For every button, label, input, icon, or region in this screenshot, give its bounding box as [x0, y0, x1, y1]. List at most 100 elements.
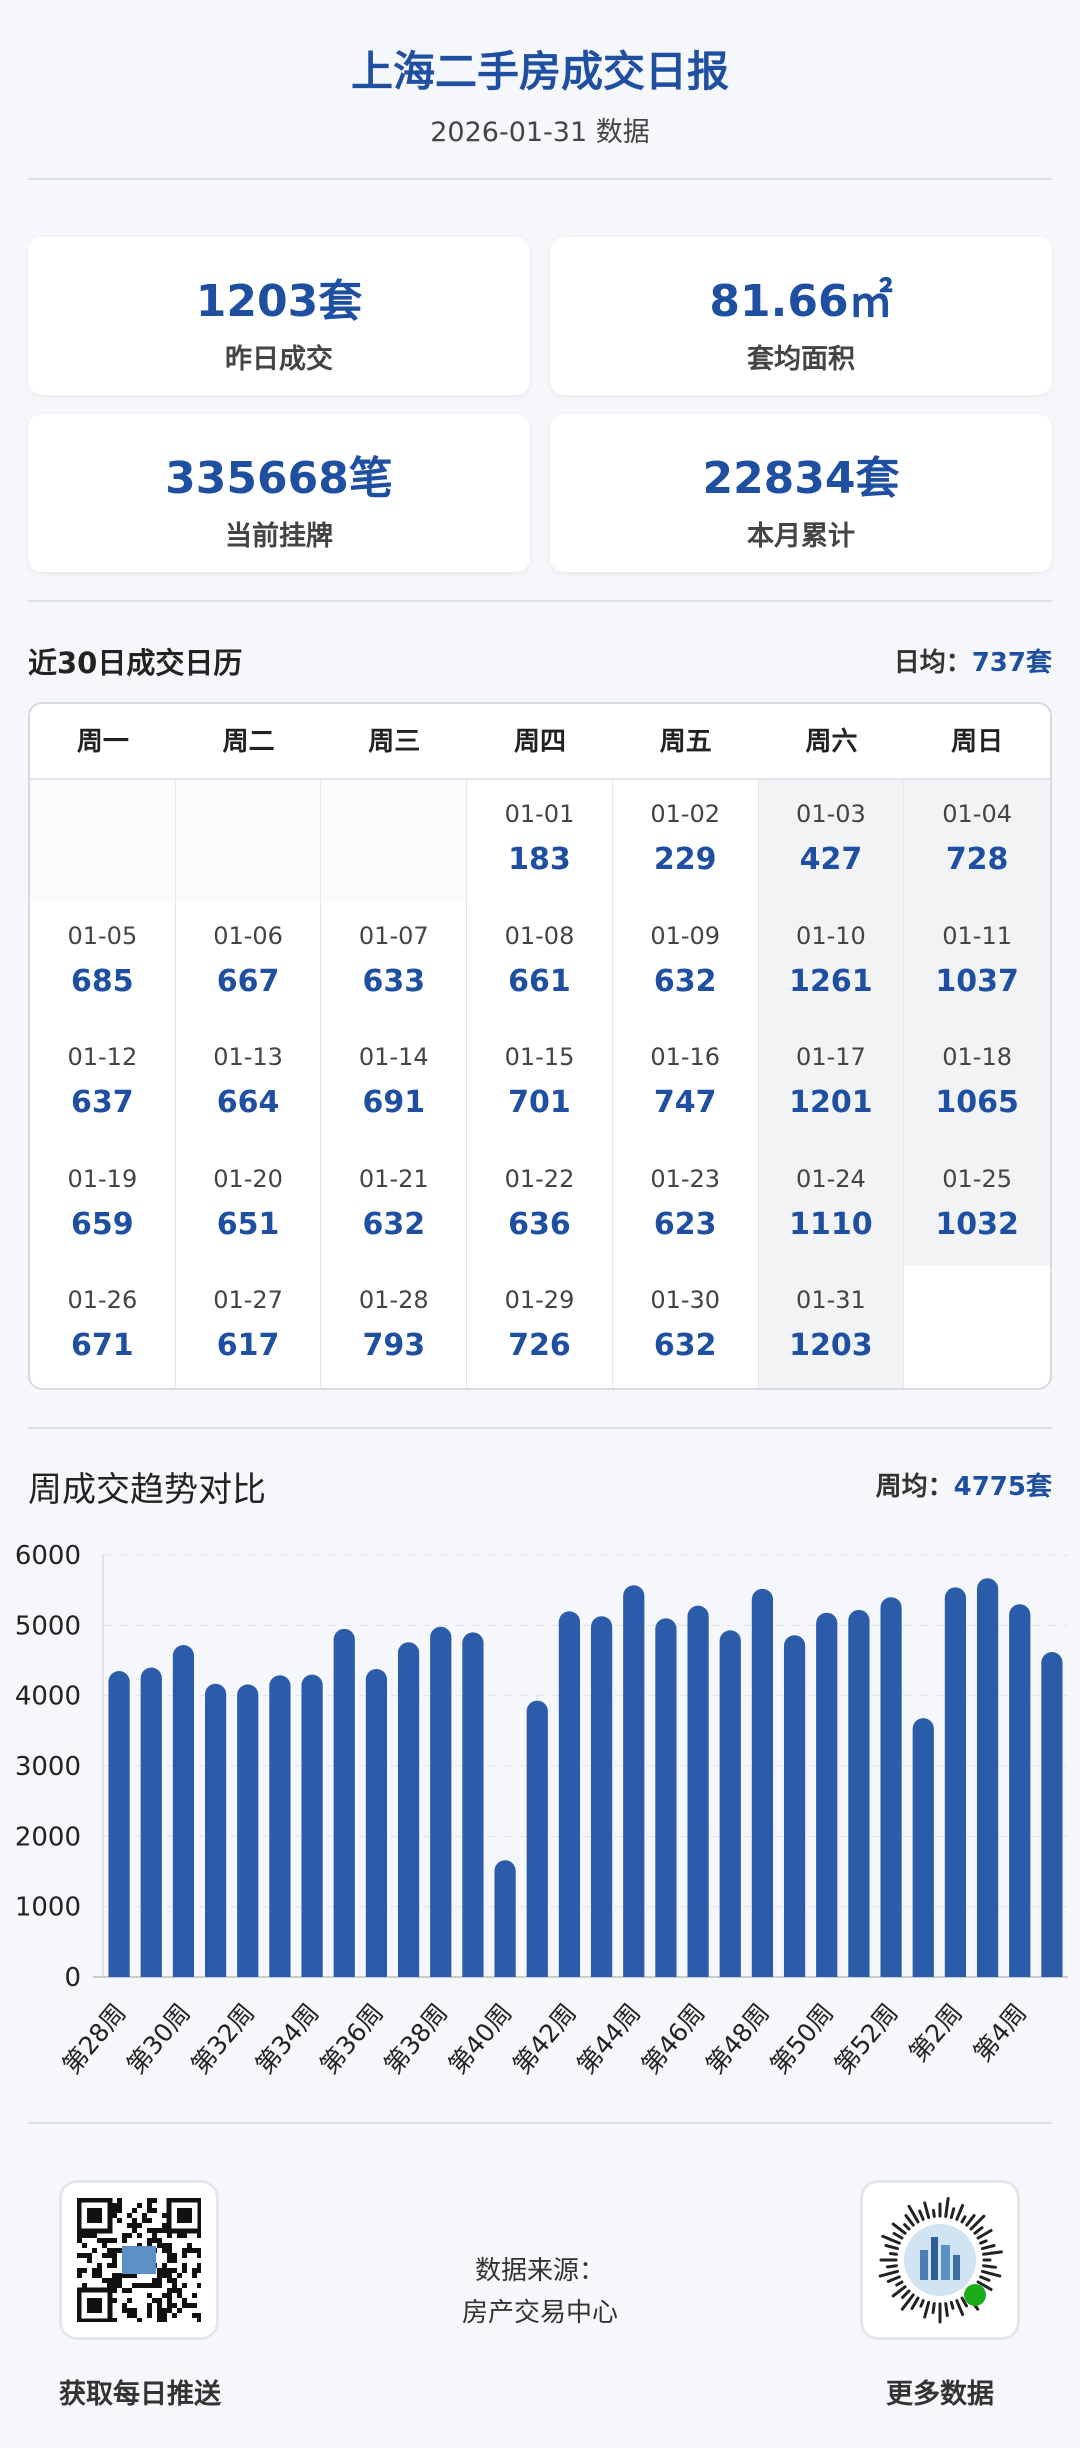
day-date: 01-06: [213, 921, 283, 950]
day-count: 1037: [935, 963, 1019, 999]
calendar-day: 01-08 661: [467, 901, 613, 1023]
weekday-header: 周四: [514, 727, 567, 757]
day-count: 632: [653, 1328, 717, 1363]
bar: [204, 1683, 227, 1977]
calendar-day: 01-17 1201: [758, 1023, 905, 1145]
x-tick-label: 第40周: [443, 1998, 518, 2079]
calendar-day: 01-27 617: [176, 1266, 322, 1388]
day-date: 01-16: [650, 1043, 721, 1071]
calendar-empty-cell: [904, 1266, 1050, 1388]
bar: [944, 1587, 967, 1977]
calendar-empty-cell: [175, 780, 322, 902]
calendar-day: 01-18 1065: [904, 1023, 1050, 1145]
calendar-grid: 01-01 183 01-02 229 01-03 427 01-04 728 01-05 685…: [30, 780, 1050, 1388]
bar: [172, 1645, 195, 1977]
weekday-header: 周一: [76, 727, 129, 757]
qr-code-push[interactable]: [59, 2180, 219, 2340]
calendar-empty-cell: [30, 780, 176, 902]
bar: [751, 1588, 774, 1977]
calendar-day: 01-11 1037: [904, 901, 1050, 1023]
bar: [719, 1630, 741, 1977]
calendar-day: 01-06 667: [176, 901, 322, 1023]
day-count: 229: [653, 842, 717, 877]
day-date: 01-22: [504, 1164, 575, 1193]
calendar-day: 01-02 229: [613, 780, 759, 902]
day-count: 659: [71, 1206, 134, 1242]
x-tick-label: 第38周: [379, 1998, 454, 2079]
calendar-day: 01-30 632: [613, 1266, 759, 1388]
day-count: 1203: [789, 1328, 873, 1363]
stat-value: 335668笔: [165, 453, 393, 504]
day-date: 01-31: [796, 1286, 866, 1314]
divider: [28, 2122, 1052, 2124]
source-value: 房产交易中心: [461, 2298, 618, 2328]
avg-label: 日均：: [893, 648, 972, 678]
x-tick-label: 第52周: [829, 1998, 904, 2079]
day-date: 01-30: [650, 1286, 721, 1314]
bar: [140, 1667, 162, 1977]
day-count: 685: [71, 963, 134, 999]
weekly-average: 周均：4775套: [876, 1466, 1052, 1503]
y-tick-label: 6000: [15, 1541, 81, 1571]
day-count: 1065: [935, 1085, 1019, 1120]
day-count: 1032: [935, 1206, 1019, 1242]
calendar-day: 01-28 793: [321, 1266, 468, 1388]
day-date: 01-09: [650, 921, 721, 950]
bar: [526, 1700, 548, 1977]
calendar-day: 01-13 664: [176, 1023, 322, 1145]
day-date: 01-18: [942, 1043, 1012, 1071]
bar: [301, 1674, 323, 1977]
x-tick-label: 第50周: [765, 1998, 840, 2079]
day-date: 01-14: [358, 1043, 429, 1071]
day-date: 01-03: [796, 800, 866, 828]
calendar-day: 01-15 701: [467, 1023, 613, 1145]
day-date: 01-20: [213, 1164, 283, 1193]
mini-program-code[interactable]: [860, 2180, 1020, 2340]
day-count: 1261: [789, 963, 873, 999]
weekday-header: 周六: [805, 727, 858, 757]
day-count: 636: [508, 1206, 571, 1242]
day-count: 726: [508, 1328, 571, 1363]
bar: [880, 1597, 902, 1977]
stat-label: 套均面积: [747, 344, 855, 375]
day-count: 1110: [789, 1206, 873, 1242]
bar: [1041, 1652, 1063, 1977]
bar: [494, 1860, 516, 1977]
calendar-day: 01-21 632: [321, 1144, 468, 1266]
day-date: 01-04: [942, 800, 1012, 828]
day-count: 623: [653, 1206, 717, 1242]
day-date: 01-11: [942, 921, 1012, 950]
calendar-day: 01-20 651: [176, 1144, 322, 1266]
calendar-day: 01-22 636: [467, 1144, 613, 1266]
avg-value: 4775套: [953, 1472, 1052, 1502]
x-tick-label: 第4周: [968, 1998, 1033, 2067]
y-tick-label: 3000: [15, 1752, 81, 1782]
stat-card-listings: 335668笔当前挂牌: [28, 414, 530, 572]
calendar-day: 01-16 747: [613, 1023, 759, 1145]
day-date: 01-01: [504, 800, 575, 828]
avg-value: 737套: [971, 648, 1052, 678]
calendar-title: 近30日成交日历: [28, 646, 243, 680]
calendar-day: 01-10 1261: [758, 901, 905, 1023]
calendar-day: 01-03 427: [758, 780, 905, 902]
day-count: 183: [508, 842, 571, 877]
daily-average: 日均：737套: [894, 642, 1052, 679]
bar: [430, 1626, 452, 1977]
y-tick-label: 0: [64, 1963, 81, 1993]
trend-title: 周成交趋势对比: [28, 1470, 266, 1510]
day-date: 01-24: [796, 1164, 866, 1193]
day-date: 01-13: [213, 1043, 283, 1071]
day-count: 667: [216, 963, 280, 999]
stat-label: 当前挂牌: [225, 521, 333, 552]
calendar-day: 01-24 1110: [758, 1144, 905, 1266]
day-count: 747: [653, 1085, 717, 1120]
day-count: 793: [362, 1328, 426, 1363]
data-source: 数据来源： 房产交易中心: [340, 2250, 740, 2334]
day-count: 632: [653, 963, 717, 999]
day-date: 01-07: [358, 921, 429, 950]
day-date: 01-12: [67, 1043, 138, 1071]
calendar-day: 01-29 726: [467, 1266, 613, 1388]
day-date: 01-05: [67, 921, 138, 950]
bar: [269, 1675, 291, 1977]
calendar-day: 01-31 1203: [758, 1266, 905, 1388]
